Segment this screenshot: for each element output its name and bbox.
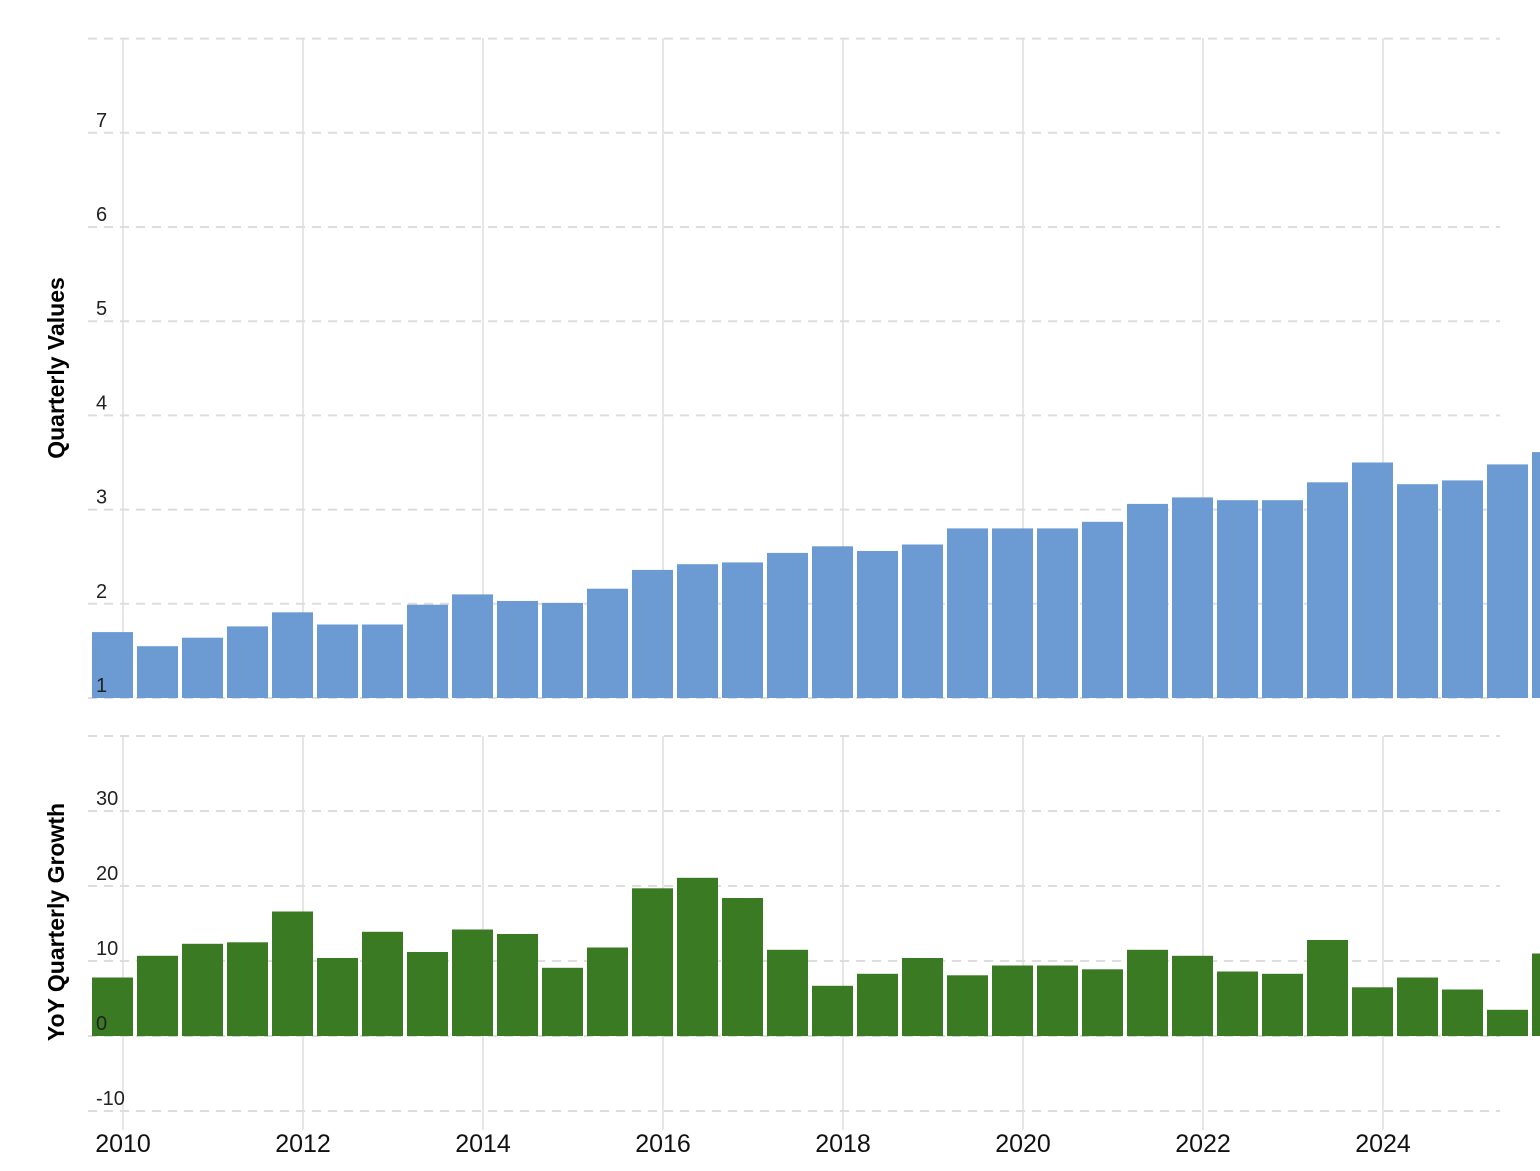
growth-bar [1352,987,1393,1037]
x-tick-label: 2014 [455,1130,511,1158]
growth-bar [1217,971,1258,1036]
values-bar [587,588,628,698]
values-bar [1397,484,1438,698]
x-tick-label: 2012 [275,1130,331,1158]
values-bar [902,544,943,698]
values-bar [1172,497,1213,698]
growth-bar [137,955,178,1037]
x-tick-label: 2010 [95,1130,151,1158]
bottom-y-axis-title: YoY Quarterly Growth [43,803,69,1041]
growth-bar [722,898,763,1036]
growth-bar [317,958,358,1036]
growth-bars [92,877,1540,1037]
growth-bar [1397,977,1438,1036]
values-bar [362,624,403,698]
growth-bar [767,949,808,1037]
values-bar [272,612,313,698]
values-bar [1532,452,1540,698]
growth-bar [1127,949,1168,1037]
values-bar [767,552,808,698]
x-tick-label: 2020 [995,1130,1051,1158]
growth-bar [857,973,898,1037]
top-y-axis-title: Quarterly Values [43,277,69,459]
values-bar [1082,521,1123,698]
growth-bar [1037,965,1078,1036]
growth-bar [407,952,448,1036]
growth-bar [362,931,403,1037]
bottom-y-tick-label: 30 [96,788,118,810]
tick-labels: 1 2 3 4 5 6 7 -10 0 10 20 30 2010 2012 2014 2016 2018 202… [95,110,1411,1158]
values-bars [92,452,1540,698]
values-bar [452,594,493,698]
values-bar [632,569,673,698]
x-tick-label: 2018 [815,1130,871,1158]
values-bar [227,626,268,698]
growth-bar [1532,953,1540,1036]
growth-bar [677,877,718,1037]
values-bar [542,602,583,698]
top-y-tick-label: 3 [96,487,107,509]
values-bar [1262,500,1303,698]
growth-bar [587,947,628,1036]
values-bar [857,551,898,698]
growth-bar [902,958,943,1036]
top-y-tick-label: 5 [96,298,107,320]
x-tick-label: 2022 [1175,1130,1231,1158]
growth-bar [1442,989,1483,1036]
values-bar [92,632,133,698]
values-bar [947,528,988,698]
growth-bar [497,934,538,1036]
growth-bar [1082,969,1123,1037]
growth-bar [1307,940,1348,1036]
growth-bar [992,965,1033,1036]
growth-bar [947,975,988,1037]
x-tick-label: 2016 [635,1130,691,1158]
values-bar [1037,528,1078,698]
values-bar [1217,500,1258,698]
values-bar [1307,482,1348,698]
values-bar [317,624,358,698]
growth-bar [452,929,493,1036]
values-bar [1127,503,1168,698]
growth-bar [1172,955,1213,1037]
bottom-y-tick-label: -10 [96,1088,125,1110]
growth-bar [92,977,133,1036]
values-bar [1487,464,1528,698]
top-y-tick-label: 4 [96,392,107,414]
values-bar [812,546,853,698]
growth-bar [1487,1009,1528,1037]
growth-bar [1262,973,1303,1037]
growth-bar [812,985,853,1037]
values-bar [992,528,1033,698]
growth-bar [182,943,223,1037]
values-bar [182,637,223,698]
bottom-y-tick-label: 0 [96,1013,107,1035]
values-bar [407,604,448,698]
growth-bar [272,911,313,1036]
values-bar [1442,480,1483,698]
top-y-tick-label: 1 [96,675,107,697]
top-y-tick-label: 2 [96,581,107,603]
values-bar [137,646,178,698]
top-y-tick-label: 7 [96,110,107,132]
growth-bar [542,967,583,1037]
x-tick-label: 2024 [1355,1130,1411,1158]
growth-bar [632,888,673,1037]
growth-bar [227,942,268,1037]
values-bar [677,564,718,698]
bottom-y-tick-label: 10 [96,938,118,960]
values-bar [1352,462,1393,698]
bottom-y-tick-label: 20 [96,863,118,885]
top-y-tick-label: 6 [96,204,107,226]
values-bar [722,562,763,698]
values-bar [497,601,538,698]
